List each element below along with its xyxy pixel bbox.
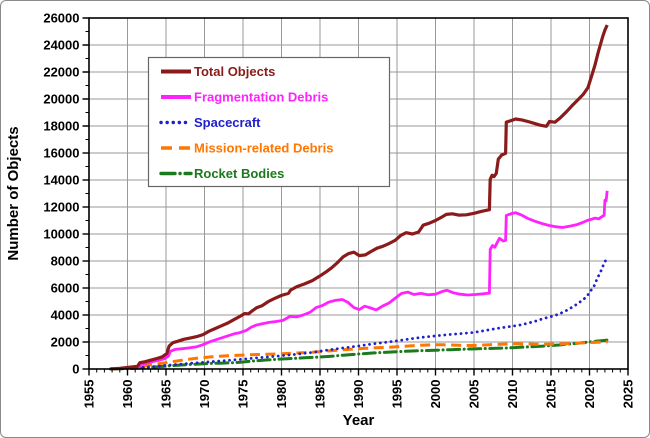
x-tick-label-1965: 1965 xyxy=(159,380,174,409)
y-tick-label-20000: 20000 xyxy=(43,92,79,107)
series-line-mission-related-debris xyxy=(111,340,608,371)
legend-label-fragmentation-debris: Fragmentation Debris xyxy=(194,90,328,105)
y-tick-label-22000: 22000 xyxy=(43,65,79,80)
x-tick-label-1975: 1975 xyxy=(236,380,251,409)
x-tick-label-2015: 2015 xyxy=(544,380,559,409)
y-tick-label-14000: 14000 xyxy=(43,173,79,188)
x-tick-label-1955: 1955 xyxy=(82,380,97,409)
legend-box xyxy=(147,56,391,188)
x-tick-label-2010: 2010 xyxy=(505,380,520,409)
series-line-rocket-bodies xyxy=(109,338,610,371)
y-tick-label-24000: 24000 xyxy=(43,38,79,53)
series-line-fragmentation-debris xyxy=(137,190,609,370)
legend-entry-fragmentation-debris: Fragmentation Debris xyxy=(161,90,328,105)
x-tick-label-1980: 1980 xyxy=(274,380,289,409)
axis-layer: 1955 1960 1965 1970 1975 1980 1985 1990 1995 2000… xyxy=(43,11,635,409)
series-line-total-objects xyxy=(110,24,609,371)
series-layer xyxy=(109,24,610,371)
legend-entry-spacecraft: Spacecraft xyxy=(159,115,261,130)
x-tick-label-2005: 2005 xyxy=(467,380,482,409)
y-tick-label-0: 0 xyxy=(72,362,79,377)
legend-entry-total-objects: Total Objects xyxy=(161,64,275,79)
y-tick-label-12000: 12000 xyxy=(43,200,79,215)
y-tick-label-10000: 10000 xyxy=(43,227,79,242)
y-tick-label-4000: 4000 xyxy=(51,308,80,323)
x-axis-title: Year xyxy=(343,412,375,429)
legend-label-mission-related-debris: Mission-related Debris xyxy=(194,141,333,156)
legend-entry-mission-related-debris: Mission-related Debris xyxy=(161,141,333,156)
y-tick-label-26000: 26000 xyxy=(43,11,79,26)
y-tick-label-18000: 18000 xyxy=(43,119,79,134)
x-tick-label-2025: 2025 xyxy=(621,380,636,409)
y-tick-label-16000: 16000 xyxy=(43,146,79,161)
y-tick-label-8000: 8000 xyxy=(51,254,80,269)
y-tick-label-6000: 6000 xyxy=(51,281,80,296)
legend-entry-rocket-bodies: Rocket Bodies xyxy=(159,166,284,181)
x-tick-label-2000: 2000 xyxy=(428,380,443,409)
x-tick-label-1970: 1970 xyxy=(197,380,212,409)
x-tick-label-1995: 1995 xyxy=(390,380,405,409)
y-tick-label-2000: 2000 xyxy=(51,335,80,350)
x-tick-label-1960: 1960 xyxy=(120,380,135,409)
y-axis-title: Number of Objects xyxy=(5,126,22,260)
legend-label-spacecraft: Spacecraft xyxy=(194,115,261,130)
x-tick-label-2020: 2020 xyxy=(582,380,597,409)
series-line-spacecraft xyxy=(109,254,609,371)
x-tick-label-1985: 1985 xyxy=(313,380,328,409)
legend: Total Objects Fragmentation Debris Spacecr… xyxy=(147,56,391,188)
x-tick-label-1990: 1990 xyxy=(351,380,366,409)
legend-label-total-objects: Total Objects xyxy=(194,64,275,79)
legend-label-rocket-bodies: Rocket Bodies xyxy=(194,166,284,181)
